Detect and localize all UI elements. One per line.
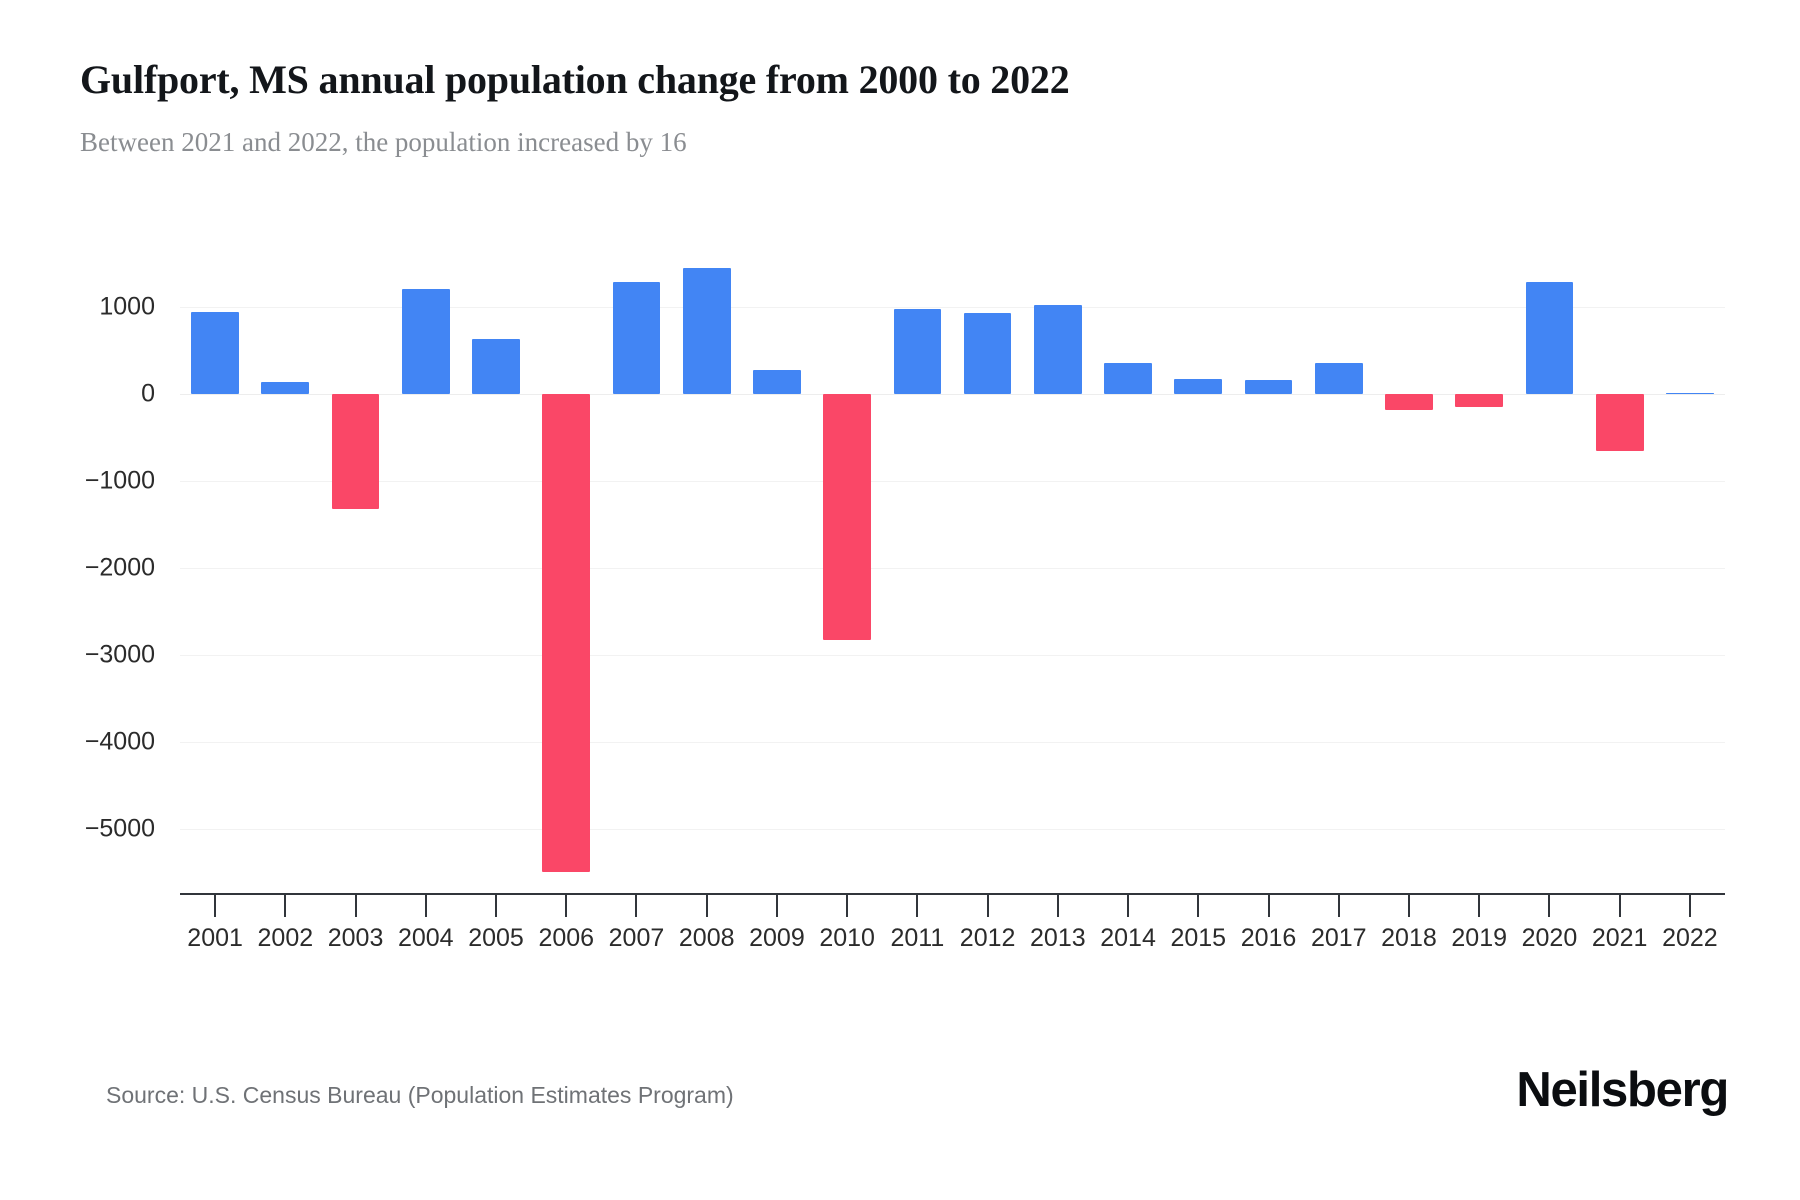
x-axis-tick: [1127, 895, 1130, 917]
x-axis-tick-label: 2018: [1381, 924, 1437, 952]
x-axis-tick-label: 2002: [257, 924, 314, 952]
page-title: Gulfport, MS annual population change fr…: [80, 57, 1070, 102]
x-axis-tick: [354, 895, 357, 917]
bar-2009[interactable]: [753, 370, 801, 395]
gridline: [180, 568, 1725, 570]
x-axis-tick-label: 2003: [327, 924, 384, 952]
x-axis-tick: [1337, 895, 1340, 917]
x-axis-tick: [1407, 895, 1410, 917]
bar-2011[interactable]: [893, 308, 942, 395]
y-axis-tick-label: −2000: [84, 553, 155, 582]
x-axis-tick: [1618, 895, 1621, 917]
x-axis-ticks: [180, 895, 1725, 917]
x-axis-line: [180, 893, 1725, 895]
gridline: [180, 829, 1725, 831]
x-axis-tick-label: 2019: [1451, 924, 1508, 952]
y-axis-tick-label: −1000: [84, 466, 155, 495]
x-axis-tick: [1688, 895, 1691, 917]
bar-2013[interactable]: [1033, 304, 1082, 395]
y-axis-tick-label: 1000: [99, 292, 155, 321]
x-axis-tick-label: 2015: [1170, 924, 1227, 952]
x-axis-tick-label: 2005: [468, 924, 524, 952]
bar-2022[interactable]: [1666, 392, 1714, 395]
x-axis-tick: [846, 895, 849, 917]
x-axis-tick-label: 2008: [678, 924, 735, 952]
x-axis-tick-label: 2010: [819, 924, 875, 952]
x-axis-tick: [214, 895, 217, 917]
x-axis-tick: [705, 895, 708, 917]
x-axis-tick: [1548, 895, 1551, 917]
plot-area: 1000 0 −1000 −2000 −3000 −4000 −5000: [85, 255, 1725, 890]
x-axis-tick: [916, 895, 919, 917]
bar-2001[interactable]: [191, 311, 239, 395]
x-axis-tick: [775, 895, 778, 917]
bar-2014[interactable]: [1104, 363, 1152, 395]
x-axis-tick-label: 2022: [1662, 924, 1718, 952]
gridline: [180, 742, 1725, 744]
neilsberg-logo: Neilsberg: [1516, 1063, 1729, 1117]
x-axis-tick-label: 2016: [1240, 924, 1297, 952]
bar-2003[interactable]: [331, 394, 380, 509]
bar-2005[interactable]: [472, 339, 520, 395]
x-axis-tick-label: 2009: [749, 924, 805, 952]
y-axis-tick-label: 0: [141, 379, 155, 408]
y-axis-tick-label: −3000: [84, 640, 155, 669]
bar-2004[interactable]: [401, 288, 450, 395]
source-note: Source: U.S. Census Bureau (Population E…: [106, 1082, 734, 1108]
x-axis-tick-label: 2007: [608, 924, 665, 952]
x-axis-tick-label: 2017: [1310, 924, 1367, 952]
bar-2010[interactable]: [823, 394, 872, 641]
x-axis-tick-label: 2020: [1521, 924, 1578, 952]
x-axis-tick-label: 2011: [890, 924, 945, 952]
x-axis-tick: [635, 895, 638, 917]
gridline: [180, 481, 1725, 483]
x-axis-labels: 2001 2002 2003 2004 2005 2006 2007 2008 2009 2010…: [180, 924, 1725, 964]
bar-2012[interactable]: [963, 313, 1012, 395]
y-axis-tick-label: −5000: [84, 814, 155, 843]
y-axis-tick-label: −4000: [84, 727, 155, 756]
x-axis-tick: [424, 895, 427, 917]
x-axis-tick: [986, 895, 989, 917]
x-axis-tick: [495, 895, 498, 917]
bar-2007[interactable]: [612, 282, 661, 395]
x-axis-tick-label: 2012: [959, 924, 1016, 952]
bar-2008[interactable]: [682, 268, 731, 395]
x-axis-tick: [1267, 895, 1270, 917]
x-axis-tick-label: 2004: [397, 924, 454, 952]
bar-2006[interactable]: [542, 394, 591, 872]
x-axis-tick: [1478, 895, 1481, 917]
gridline: [180, 655, 1725, 657]
bar-2015[interactable]: [1174, 379, 1223, 395]
gridlines: [180, 255, 1725, 890]
x-axis-tick-label: 2006: [538, 924, 595, 952]
gridline: [180, 307, 1725, 309]
y-axis-labels: 1000 0 −1000 −2000 −3000 −4000 −5000: [85, 255, 1725, 890]
x-axis-tick: [565, 895, 568, 917]
bar-2017[interactable]: [1314, 362, 1363, 395]
x-axis-tick-label: 2021: [1591, 924, 1648, 952]
bar-2016[interactable]: [1244, 379, 1293, 395]
bar-2002[interactable]: [261, 381, 310, 395]
x-axis-tick: [1197, 895, 1200, 917]
bar-2018[interactable]: [1385, 394, 1433, 411]
bar-2019[interactable]: [1455, 394, 1504, 408]
x-axis-tick-label: 2013: [1030, 924, 1086, 952]
gridline: [180, 394, 1725, 396]
x-axis-tick-label: 2014: [1100, 924, 1156, 952]
bar-2021[interactable]: [1595, 394, 1644, 451]
x-axis-tick: [284, 895, 287, 917]
page-subtitle: Between 2021 and 2022, the population in…: [80, 127, 687, 157]
x-axis-tick: [1056, 895, 1059, 917]
bar-2020[interactable]: [1525, 281, 1574, 395]
bar-series: [180, 255, 1725, 890]
x-axis-tick-label: 2001: [187, 924, 243, 952]
